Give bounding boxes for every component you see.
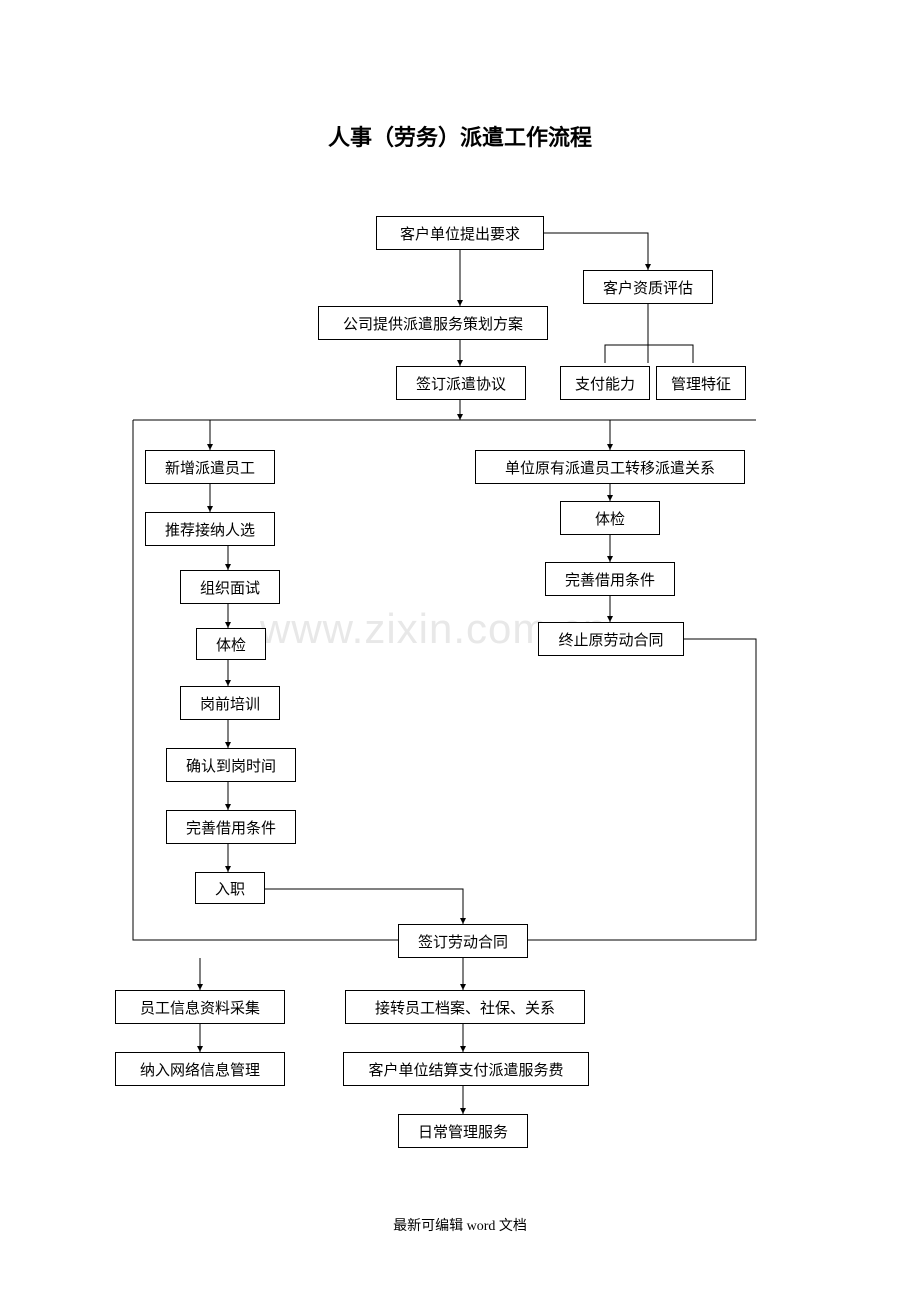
- footer-text: 最新可编辑 word 文档: [0, 1215, 920, 1235]
- node-mgmt-features: 管理特征: [656, 366, 746, 400]
- node-payment-ability: 支付能力: [560, 366, 650, 400]
- node-transfer-files: 接转员工档案、社保、关系: [345, 990, 585, 1024]
- node-daily-mgmt: 日常管理服务: [398, 1114, 528, 1148]
- node-customer-request: 客户单位提出要求: [376, 216, 544, 250]
- node-recommend: 推荐接纳人选: [145, 512, 275, 546]
- node-network-mgmt: 纳入网络信息管理: [115, 1052, 285, 1086]
- connectors-layer: [0, 0, 920, 1302]
- node-settlement: 客户单位结算支付派遣服务费: [343, 1052, 589, 1086]
- node-onboard: 入职: [195, 872, 265, 904]
- node-transfer-dispatch: 单位原有派遣员工转移派遣关系: [475, 450, 745, 484]
- page-title: 人事（劳务）派遣工作流程: [0, 120, 920, 152]
- node-sign-dispatch: 签订派遣协议: [396, 366, 526, 400]
- node-physical-left: 体检: [196, 628, 266, 660]
- node-improve-borrow-right: 完善借用条件: [545, 562, 675, 596]
- node-terminate-old: 终止原劳动合同: [538, 622, 684, 656]
- node-info-collect: 员工信息资料采集: [115, 990, 285, 1024]
- node-confirm-start: 确认到岗时间: [166, 748, 296, 782]
- node-customer-assessment: 客户资质评估: [583, 270, 713, 304]
- node-improve-borrow-left: 完善借用条件: [166, 810, 296, 844]
- node-interview: 组织面试: [180, 570, 280, 604]
- node-physical-right: 体检: [560, 501, 660, 535]
- node-pre-training: 岗前培训: [180, 686, 280, 720]
- node-new-dispatch: 新增派遣员工: [145, 450, 275, 484]
- node-sign-labor: 签订劳动合同: [398, 924, 528, 958]
- node-service-plan: 公司提供派遣服务策划方案: [318, 306, 548, 340]
